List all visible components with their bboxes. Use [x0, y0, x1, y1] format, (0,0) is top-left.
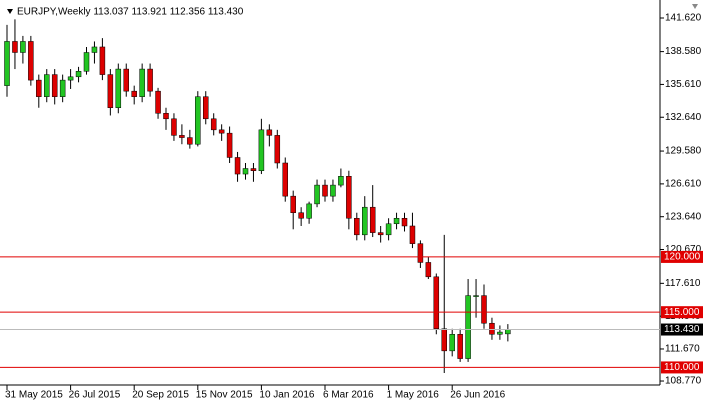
- candle-body: [107, 74, 114, 108]
- candle-body: [139, 68, 145, 97]
- y-tick-label: 129.580: [665, 146, 702, 157]
- y-tick-label: 138.580: [665, 46, 702, 57]
- price-label: 113.430: [664, 324, 700, 335]
- candle-body: [242, 168, 249, 175]
- candle-body: [59, 79, 66, 97]
- candle-body: [338, 176, 344, 186]
- candle-body: [4, 41, 10, 86]
- candle-body: [75, 71, 82, 78]
- candle-body: [465, 295, 471, 359]
- candle-body: [306, 203, 312, 219]
- candle-body: [99, 46, 106, 75]
- y-tick-label: 120.670: [665, 244, 702, 255]
- y-tick-label: 123.640: [665, 211, 702, 222]
- candle-body: [330, 184, 336, 197]
- candle-body: [51, 74, 58, 97]
- candle-body: [163, 113, 169, 120]
- candle-body: [266, 129, 273, 136]
- candle-body: [44, 74, 50, 97]
- candle-body: [457, 334, 463, 359]
- candle-body: [20, 41, 26, 53]
- candle-body: [377, 232, 384, 236]
- candle-body: [226, 132, 233, 158]
- candle-body: [210, 118, 217, 131]
- candle-body: [282, 162, 288, 197]
- x-tick-label: 31 May 2015: [5, 390, 63, 401]
- candle-body: [115, 68, 122, 108]
- y-tick-label: 126.610: [665, 179, 702, 190]
- candle-body: [12, 41, 18, 53]
- candle-body: [346, 176, 352, 219]
- hline-label: 110.000: [664, 362, 700, 373]
- candle-body: [425, 262, 432, 278]
- candle-body: [497, 331, 503, 335]
- candle-body: [123, 68, 129, 92]
- y-tick-label: 141.620: [665, 13, 702, 24]
- candle-body: [314, 184, 320, 205]
- candle-body: [354, 217, 360, 236]
- candle-body: [433, 276, 440, 330]
- y-tick-label: 135.610: [665, 79, 702, 90]
- candle-body: [322, 184, 328, 197]
- candle-body: [28, 41, 34, 81]
- candle-body: [473, 295, 479, 297]
- x-tick-label: 6 Mar 2016: [323, 390, 374, 401]
- y-tick-label: 132.640: [665, 112, 702, 123]
- y-tick-label: 108.770: [665, 376, 702, 387]
- x-tick-label: 1 May 2016: [387, 390, 440, 401]
- candle-body: [274, 135, 281, 164]
- candle-body: [83, 52, 90, 72]
- chart-title: EURJPY,Weekly 113.037 113.921 112.356 11…: [17, 7, 244, 18]
- candle-body: [36, 79, 42, 97]
- x-tick-label: 10 Jan 2016: [259, 390, 314, 401]
- candle-body: [393, 217, 400, 225]
- candle-body: [171, 118, 177, 136]
- candle-body: [481, 295, 487, 324]
- candle-body: [362, 206, 368, 236]
- y-tick-label: 117.610: [665, 278, 701, 289]
- x-tick-label: 26 Jun 2016: [450, 390, 505, 401]
- candle-body: [369, 206, 376, 233]
- price-label-box: [661, 323, 703, 336]
- menu-arrow: [7, 9, 13, 14]
- candle-body: [298, 212, 304, 219]
- candle-body: [258, 129, 265, 171]
- candle-body: [449, 334, 455, 352]
- hline-label-box: [661, 306, 703, 319]
- candle-body: [250, 168, 257, 171]
- candle-body: [203, 96, 209, 120]
- hline-label-box: [661, 361, 703, 374]
- candle-body: [91, 46, 98, 53]
- candle-body: [234, 157, 241, 175]
- hline-label: 115.000: [664, 307, 700, 318]
- candle-body: [131, 90, 137, 97]
- hline-label: 120.000: [664, 252, 701, 263]
- candle-body: [179, 135, 185, 138]
- candle-body: [385, 223, 392, 236]
- candle-body: [290, 195, 296, 213]
- candle-body: [155, 90, 161, 114]
- candle-body: [489, 322, 495, 335]
- candle-body: [401, 217, 408, 227]
- x-tick-label: 20 Sep 2015: [132, 390, 189, 401]
- candle-body: [417, 243, 424, 263]
- hline-label-box: [661, 250, 703, 263]
- candle-body: [195, 96, 201, 145]
- candle-body: [147, 68, 153, 92]
- y-tick-label: 111.670: [665, 344, 700, 355]
- x-tick-label: 26 Jul 2015: [69, 390, 121, 401]
- x-tick-label: 15 Nov 2015: [196, 390, 253, 401]
- candle-body: [505, 329, 511, 335]
- candle-body: [187, 137, 193, 145]
- corner-arrow: [692, 4, 698, 9]
- candle-body: [67, 76, 74, 81]
- candle-body: [409, 225, 416, 244]
- candle-body: [218, 129, 225, 134]
- candle-body: [441, 328, 447, 352]
